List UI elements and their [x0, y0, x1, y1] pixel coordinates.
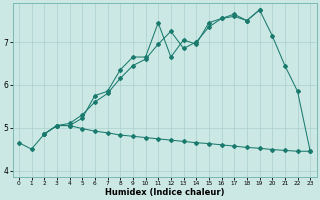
X-axis label: Humidex (Indice chaleur): Humidex (Indice chaleur)	[105, 188, 224, 197]
